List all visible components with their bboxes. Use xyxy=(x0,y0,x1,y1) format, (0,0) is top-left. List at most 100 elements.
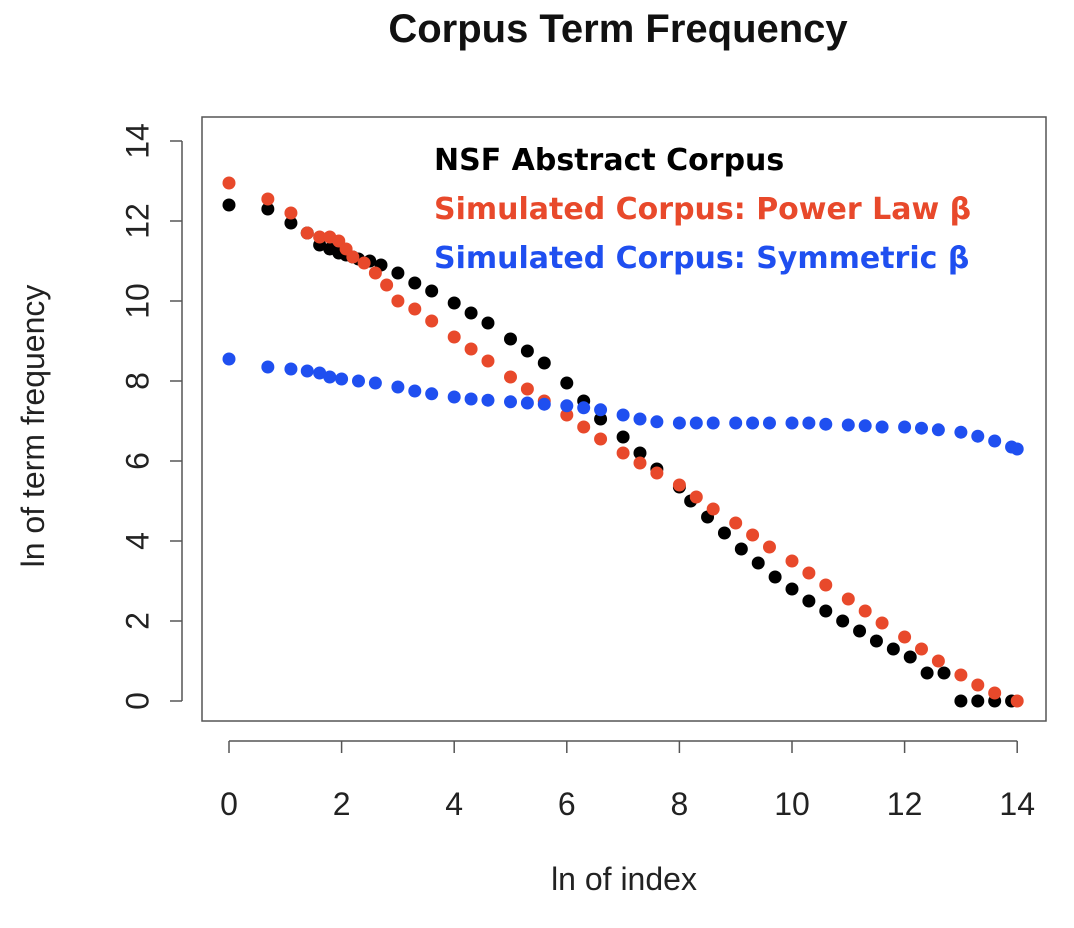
data-point xyxy=(284,216,298,230)
x-axis-label: ln of index xyxy=(551,861,697,897)
data-point xyxy=(971,694,985,708)
data-point xyxy=(717,526,731,540)
legend: NSF Abstract Corpus Simulated Corpus: Pow… xyxy=(434,143,971,276)
data-point xyxy=(841,418,855,432)
data-point xyxy=(351,374,365,388)
data-point xyxy=(819,417,833,431)
data-point xyxy=(504,370,517,384)
data-point xyxy=(408,276,422,290)
data-point xyxy=(729,516,743,530)
data-point xyxy=(689,490,703,504)
data-point xyxy=(447,390,461,404)
data-point xyxy=(672,478,686,492)
data-point xyxy=(481,316,495,330)
data-point xyxy=(425,284,439,298)
data-point xyxy=(616,430,630,444)
data-point xyxy=(560,376,574,390)
data-point xyxy=(633,456,647,470)
data-point xyxy=(802,594,816,608)
data-point xyxy=(408,384,422,398)
data-point xyxy=(577,420,591,434)
data-point xyxy=(971,678,985,692)
data-point xyxy=(898,420,912,434)
x-tick-label: 4 xyxy=(445,786,463,822)
data-point xyxy=(464,392,478,406)
data-point xyxy=(1010,694,1024,708)
data-point xyxy=(261,202,275,216)
y-tick-label: 12 xyxy=(119,203,155,239)
data-point xyxy=(1010,442,1024,456)
y-tick-label: 0 xyxy=(119,692,155,710)
data-point xyxy=(914,421,928,435)
data-point xyxy=(520,344,534,358)
data-point xyxy=(616,446,630,460)
data-point xyxy=(560,408,574,422)
y-axis-label: ln of term frequency xyxy=(15,285,51,568)
data-point xyxy=(380,278,394,292)
data-point xyxy=(504,395,517,409)
y-tick-label: 4 xyxy=(119,532,155,550)
data-point xyxy=(481,354,495,368)
chart-title: Corpus Term Frequency xyxy=(388,7,848,51)
data-point xyxy=(746,416,760,430)
data-point xyxy=(858,419,872,433)
data-point xyxy=(537,356,551,370)
x-tick-label: 2 xyxy=(333,786,351,822)
data-point xyxy=(425,387,439,401)
x-tick-label: 14 xyxy=(999,786,1035,822)
data-point xyxy=(954,694,968,708)
data-point xyxy=(313,366,327,380)
x-tick-label: 0 xyxy=(220,786,238,822)
data-point xyxy=(971,429,985,443)
data-point xyxy=(560,399,574,413)
data-point xyxy=(222,352,236,366)
data-point xyxy=(577,401,591,415)
x-tick-label: 6 xyxy=(558,786,576,822)
legend-entry: NSF Abstract Corpus xyxy=(434,143,784,178)
y-tick-label: 6 xyxy=(119,452,155,470)
data-point xyxy=(836,614,850,628)
data-point xyxy=(762,416,776,430)
data-point xyxy=(357,256,371,270)
data-point xyxy=(261,192,275,206)
y-tick-label: 8 xyxy=(119,372,155,390)
data-point xyxy=(447,296,461,310)
y-axis: 0 2 4 6 8 10 12 14 xyxy=(119,123,183,710)
x-tick-label: 8 xyxy=(671,786,689,822)
data-point xyxy=(481,393,495,407)
data-point xyxy=(284,206,298,220)
x-tick-label: 12 xyxy=(887,786,923,822)
data-point xyxy=(931,423,945,437)
data-point xyxy=(785,416,799,430)
data-point xyxy=(768,570,782,584)
data-point xyxy=(920,666,934,680)
series-2 xyxy=(222,352,1024,456)
data-point xyxy=(594,403,608,417)
data-point xyxy=(368,376,382,390)
data-point xyxy=(988,434,1002,448)
data-point xyxy=(594,432,608,446)
x-tick-label: 10 xyxy=(774,786,810,822)
data-point xyxy=(537,397,551,411)
data-point xyxy=(261,360,275,374)
data-point xyxy=(313,230,327,244)
plot-frame xyxy=(201,116,1047,722)
data-point xyxy=(300,226,314,240)
data-point xyxy=(937,666,951,680)
data-point xyxy=(802,416,816,430)
y-tick-label: 2 xyxy=(119,612,155,630)
data-point xyxy=(616,408,630,422)
data-point xyxy=(802,566,816,580)
data-point xyxy=(785,554,799,568)
data-point xyxy=(633,446,647,460)
data-point xyxy=(650,415,664,429)
data-point xyxy=(785,582,799,596)
legend-entry: Simulated Corpus: Power Law β xyxy=(434,192,971,227)
data-point xyxy=(762,540,776,554)
data-point xyxy=(391,294,405,308)
data-point xyxy=(706,416,720,430)
data-point xyxy=(633,412,647,426)
data-point xyxy=(464,306,478,320)
data-point xyxy=(954,425,968,439)
data-point xyxy=(520,396,534,410)
